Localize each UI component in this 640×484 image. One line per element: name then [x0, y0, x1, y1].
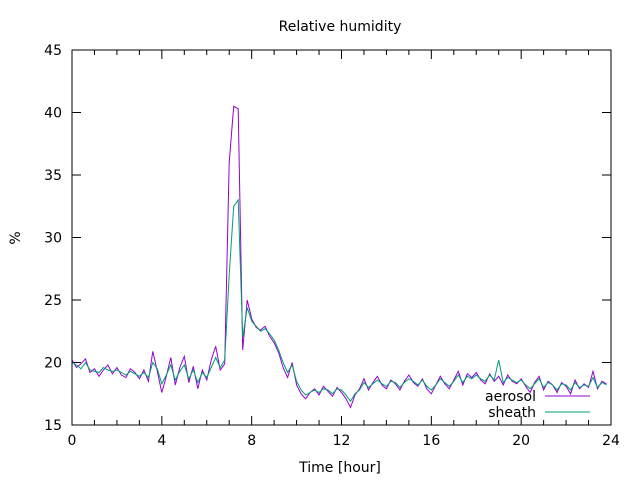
- x-tick-label: 12: [333, 433, 351, 449]
- y-tick-label: 35: [44, 168, 62, 184]
- y-tick-label: 15: [44, 418, 62, 434]
- y-tick-label: 25: [44, 293, 62, 309]
- x-tick-label: 16: [422, 433, 440, 449]
- x-tick-label: 0: [68, 433, 77, 449]
- y-tick-label: 40: [44, 106, 62, 122]
- chart-title: Relative humidity: [279, 19, 402, 35]
- series-line-sheath: [71, 198, 607, 403]
- plot-frame: [71, 49, 612, 426]
- x-tick-label: 8: [247, 433, 256, 449]
- x-axis-label: Time [hour]: [298, 460, 381, 476]
- y-tick-label: 45: [44, 43, 62, 59]
- series-line-aerosol: [71, 105, 607, 409]
- legend-label-sheath: sheath: [488, 405, 536, 421]
- x-tick-label: 20: [512, 433, 530, 449]
- y-axis-label: %: [8, 231, 24, 244]
- x-tick-label: 4: [157, 433, 166, 449]
- x-tick-label: 24: [602, 433, 620, 449]
- y-tick-label: 30: [44, 231, 62, 247]
- y-tick-label: 20: [44, 356, 62, 372]
- legend-label-aerosol: aerosol: [485, 389, 536, 405]
- series-lines: [71, 105, 607, 409]
